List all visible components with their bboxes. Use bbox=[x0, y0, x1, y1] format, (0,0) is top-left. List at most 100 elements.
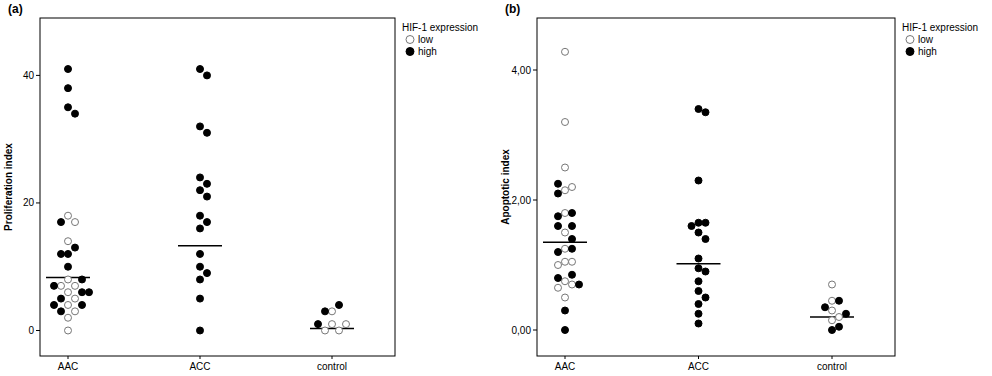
point bbox=[822, 304, 829, 311]
point bbox=[836, 314, 843, 321]
plot-frame bbox=[537, 18, 895, 356]
point bbox=[197, 123, 204, 130]
x-tick bbox=[832, 356, 833, 359]
y-tick bbox=[533, 70, 537, 71]
point bbox=[65, 212, 72, 219]
y-tick-label: 40 bbox=[23, 70, 35, 81]
point bbox=[562, 258, 569, 265]
point bbox=[555, 275, 562, 282]
point bbox=[65, 238, 72, 245]
point bbox=[72, 295, 79, 302]
point bbox=[72, 308, 79, 315]
point bbox=[197, 276, 204, 283]
y-tick-label: 0 bbox=[28, 325, 34, 336]
point bbox=[836, 297, 843, 304]
point bbox=[51, 301, 58, 308]
legend: HIF-1 expressionlowhigh bbox=[902, 22, 978, 57]
point bbox=[322, 308, 329, 315]
point bbox=[562, 245, 569, 252]
point bbox=[695, 229, 702, 236]
chart-root: (a)Proliferation index02040AACACCcontrol… bbox=[0, 0, 992, 376]
point bbox=[829, 297, 836, 304]
chart-svg: (a)Proliferation index02040AACACCcontrol… bbox=[0, 0, 992, 376]
panel-title: (a) bbox=[8, 2, 23, 16]
point bbox=[197, 212, 204, 219]
point bbox=[562, 307, 569, 314]
plot-area bbox=[543, 48, 854, 333]
legend-title: HIF-1 expression bbox=[402, 22, 478, 33]
point bbox=[204, 72, 211, 79]
point bbox=[562, 48, 569, 55]
point bbox=[555, 180, 562, 187]
point bbox=[65, 327, 72, 334]
point bbox=[695, 320, 702, 327]
point bbox=[204, 129, 211, 136]
point bbox=[569, 223, 576, 230]
y-axis-label: Proliferation index bbox=[3, 143, 14, 231]
x-tick bbox=[332, 356, 333, 359]
point bbox=[569, 245, 576, 252]
legend-label: low bbox=[918, 34, 934, 45]
point bbox=[562, 278, 569, 285]
point bbox=[65, 301, 72, 308]
point bbox=[695, 288, 702, 295]
point bbox=[555, 223, 562, 230]
point bbox=[555, 190, 562, 197]
legend-marker bbox=[406, 36, 414, 44]
point bbox=[695, 278, 702, 285]
point bbox=[58, 295, 65, 302]
x-tick-label: control bbox=[317, 361, 347, 372]
point bbox=[702, 109, 709, 116]
point bbox=[562, 164, 569, 171]
point bbox=[695, 265, 702, 272]
x-tick-label: AAC bbox=[58, 361, 79, 372]
point bbox=[65, 314, 72, 321]
y-tick bbox=[533, 200, 537, 201]
point bbox=[58, 250, 65, 257]
point bbox=[702, 219, 709, 226]
point bbox=[562, 210, 569, 217]
x-tick bbox=[565, 356, 566, 359]
point bbox=[562, 229, 569, 236]
y-tick-label: 0,00 bbox=[512, 325, 532, 336]
point bbox=[65, 263, 72, 270]
point bbox=[65, 104, 72, 111]
point bbox=[555, 249, 562, 256]
x-tick-label: ACC bbox=[189, 361, 210, 372]
point bbox=[197, 263, 204, 270]
point bbox=[695, 219, 702, 226]
legend-label: high bbox=[918, 46, 937, 57]
point bbox=[65, 289, 72, 296]
legend-marker bbox=[906, 36, 914, 44]
point bbox=[555, 262, 562, 269]
point bbox=[702, 294, 709, 301]
point bbox=[72, 110, 79, 117]
point bbox=[58, 308, 65, 315]
point bbox=[197, 66, 204, 73]
point bbox=[569, 258, 576, 265]
point bbox=[79, 276, 86, 283]
point bbox=[197, 225, 204, 232]
x-tick bbox=[698, 356, 699, 359]
y-axis-label: Apoptotic index bbox=[500, 149, 511, 225]
point bbox=[843, 310, 850, 317]
point bbox=[65, 85, 72, 92]
point bbox=[329, 308, 336, 315]
point bbox=[702, 268, 709, 275]
point bbox=[204, 193, 211, 200]
point bbox=[197, 295, 204, 302]
point bbox=[836, 323, 843, 330]
legend-marker bbox=[406, 48, 414, 56]
y-tick-label: 4,00 bbox=[512, 65, 532, 76]
legend: HIF-1 expressionlowhigh bbox=[402, 22, 478, 57]
point bbox=[829, 307, 836, 314]
point bbox=[197, 187, 204, 194]
point bbox=[329, 321, 336, 328]
point bbox=[79, 301, 86, 308]
point bbox=[86, 289, 93, 296]
point bbox=[72, 282, 79, 289]
median-line bbox=[178, 245, 222, 247]
point bbox=[336, 327, 343, 334]
point bbox=[197, 250, 204, 257]
point bbox=[576, 281, 583, 288]
